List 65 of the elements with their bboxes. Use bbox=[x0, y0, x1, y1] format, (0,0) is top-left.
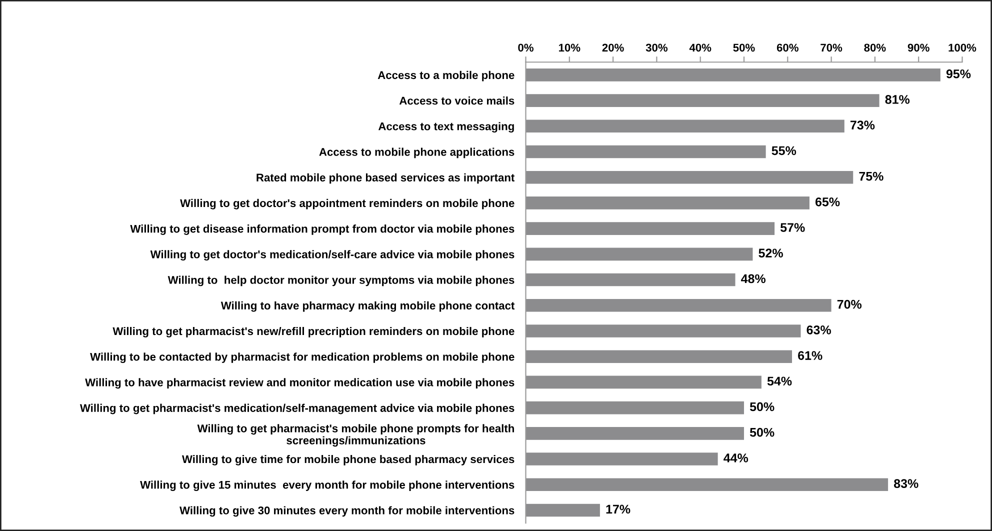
data-label: 61% bbox=[798, 351, 822, 360]
bar bbox=[526, 273, 736, 286]
x-tick-label: 60% bbox=[776, 44, 798, 52]
y-tick-label: Access to text messaging bbox=[378, 122, 514, 133]
x-tick-label: 40% bbox=[689, 44, 712, 52]
y-tick-label: Willing to get doctor's medication/self-care advice via mobile phones bbox=[150, 250, 514, 261]
data-label: 83% bbox=[894, 479, 918, 488]
bar bbox=[526, 350, 792, 363]
data-label: 70% bbox=[837, 300, 862, 309]
data-label: 95% bbox=[946, 69, 971, 78]
y-tick-label: Willing to have pharmacy making mobile phone contact bbox=[220, 301, 515, 312]
y-tick-label: Access to voice mails bbox=[399, 96, 514, 105]
x-tick-label: 20% bbox=[602, 44, 624, 52]
bar bbox=[526, 94, 880, 107]
x-tick-label: 0% bbox=[518, 44, 534, 52]
bar bbox=[526, 196, 810, 210]
bar bbox=[526, 170, 854, 184]
x-tick-label: 100% bbox=[948, 44, 976, 52]
data-label: 50% bbox=[750, 428, 774, 437]
y-tick-label: Willing to have pharmacist review and monitor medication use via mobile phones bbox=[85, 378, 514, 389]
y-tick-label: Access to a mobile phone bbox=[378, 70, 514, 82]
y-tick-label: Willing to get disease information prompt from doctor via mobile phones bbox=[130, 224, 514, 235]
x-tick-label: 10% bbox=[558, 44, 580, 52]
bar bbox=[526, 376, 762, 389]
y-tick-label: Willing to help doctor monitor your symptoms via mobile phones bbox=[168, 276, 514, 286]
y-tick-label: Rated mobile phone based services as important bbox=[256, 173, 515, 184]
x-tick-label: 30% bbox=[646, 44, 668, 52]
data-label: 52% bbox=[758, 248, 783, 258]
y-tick-label: Willing to be contacted by pharmacist for medication problems on mobile phone bbox=[90, 352, 514, 363]
y-tick-label: Access to mobile phone applications bbox=[319, 148, 514, 158]
y-tick-label: Willing to get pharmacist's medication/self-management advice via mobile phones bbox=[80, 404, 514, 414]
data-label: 54% bbox=[767, 376, 792, 386]
data-label: 65% bbox=[815, 197, 840, 206]
bar bbox=[526, 478, 888, 492]
y-tick-label: Willing to give time for mobile phone based pharmacy services bbox=[182, 454, 514, 466]
data-label: 63% bbox=[806, 325, 831, 334]
data-label: 57% bbox=[780, 223, 805, 232]
y-tick-label: Willing to give 15 minutes every month for mobile phone interventions bbox=[140, 480, 514, 492]
y-tick-label: Willing to get pharmacist's mobile phone prompts for health screenings/immunizations bbox=[197, 424, 514, 447]
data-label: 17% bbox=[606, 504, 630, 514]
bar bbox=[526, 222, 775, 235]
x-tick-label: 70% bbox=[820, 44, 842, 52]
y-tick-label: Willing to give 30 minutes every month for mobile interventions bbox=[180, 506, 514, 517]
bar bbox=[526, 452, 718, 466]
bar bbox=[526, 298, 832, 312]
data-label: 50% bbox=[750, 402, 774, 412]
bar bbox=[526, 120, 844, 133]
data-label: 55% bbox=[772, 146, 796, 156]
bar bbox=[526, 504, 600, 517]
x-tick-label: 80% bbox=[864, 44, 886, 52]
bar bbox=[526, 248, 753, 261]
bar bbox=[526, 68, 940, 82]
bar bbox=[526, 145, 766, 158]
bar bbox=[526, 324, 801, 338]
y-tick-label: Willing to get pharmacist's new/refill precription reminders on mobile phone bbox=[112, 326, 514, 338]
data-label: 73% bbox=[850, 120, 875, 130]
x-tick-label: 90% bbox=[908, 44, 930, 52]
x-tick-label: 50% bbox=[733, 44, 755, 52]
data-label: 44% bbox=[724, 454, 748, 462]
y-tick-label: Willing to get doctor's appointment reminders on mobile phone bbox=[180, 198, 514, 210]
bar bbox=[526, 401, 744, 414]
data-label: 48% bbox=[741, 274, 766, 284]
bar bbox=[526, 427, 744, 440]
data-label: 81% bbox=[885, 95, 910, 104]
data-label: 75% bbox=[859, 172, 884, 181]
